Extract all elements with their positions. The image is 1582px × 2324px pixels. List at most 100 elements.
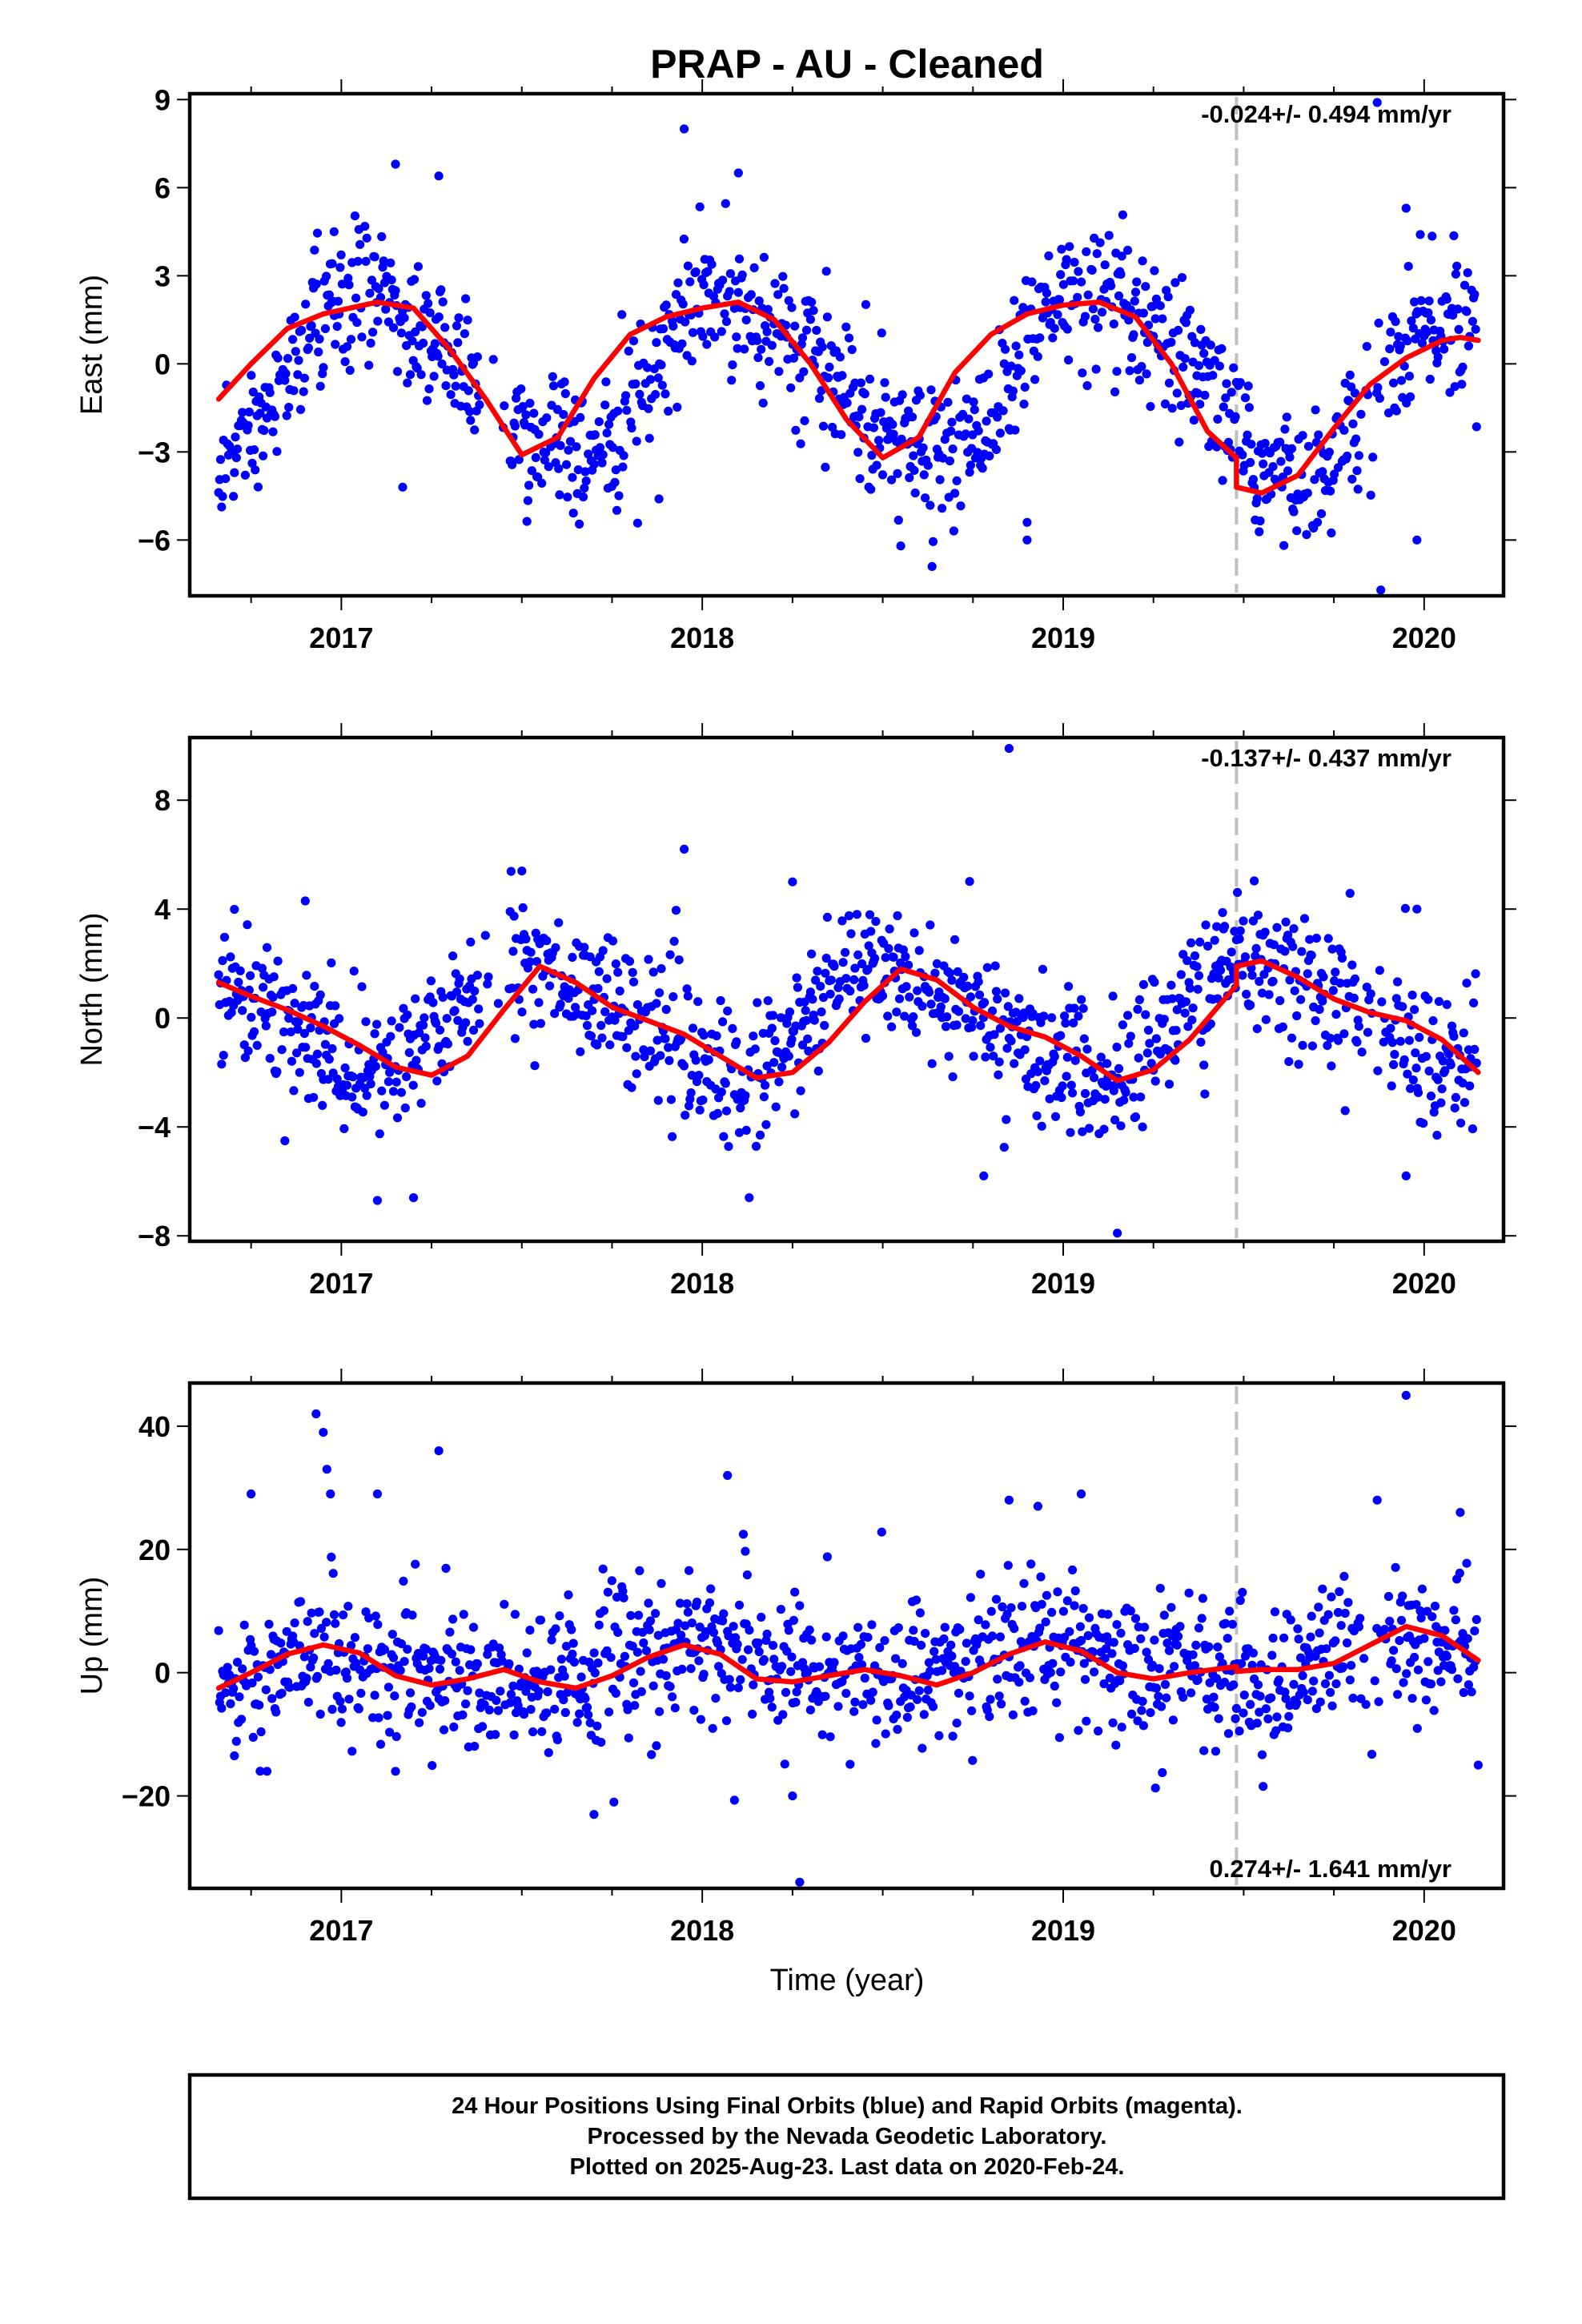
data-point	[528, 1727, 538, 1737]
data-point	[945, 968, 954, 978]
data-point	[1303, 969, 1312, 979]
data-point	[668, 1692, 677, 1702]
data-point	[1440, 1066, 1450, 1076]
data-point	[841, 947, 850, 957]
data-point	[585, 952, 595, 962]
data-point	[556, 1655, 567, 1664]
data-point	[935, 475, 945, 485]
data-point	[531, 452, 540, 463]
data-point	[1305, 935, 1315, 944]
data-point	[1062, 1052, 1072, 1062]
data-point	[434, 312, 444, 322]
data-point	[1359, 1654, 1369, 1663]
y-tick-label: 20	[139, 1534, 171, 1566]
data-point	[438, 297, 448, 307]
data-point	[681, 1621, 690, 1630]
data-point	[607, 1576, 616, 1586]
data-point	[727, 376, 737, 385]
data-point	[284, 403, 294, 412]
data-point	[627, 1083, 636, 1092]
data-point	[1269, 940, 1279, 950]
data-point	[784, 1626, 793, 1635]
data-point	[853, 1622, 863, 1632]
data-point	[1379, 1037, 1388, 1047]
x-tick-label: 2020	[1392, 1267, 1456, 1300]
data-point	[1116, 270, 1126, 279]
data-point	[1267, 1651, 1277, 1660]
y-tick-label: 40	[139, 1410, 171, 1443]
data-point	[774, 367, 784, 376]
data-point	[706, 1584, 716, 1594]
data-point	[1242, 989, 1251, 999]
data-point	[857, 959, 867, 969]
data-point	[1160, 399, 1170, 408]
data-point	[303, 1698, 313, 1707]
data-point	[980, 998, 990, 1007]
data-point	[888, 420, 897, 429]
data-point	[708, 1723, 717, 1733]
data-point	[928, 537, 938, 546]
data-point	[677, 339, 687, 348]
data-point	[896, 958, 905, 968]
data-point	[1410, 1652, 1419, 1663]
y-tick-label: −6	[138, 524, 171, 557]
data-point	[1374, 318, 1383, 328]
data-point	[1180, 1008, 1190, 1018]
data-point	[818, 421, 829, 431]
data-point	[770, 1035, 780, 1046]
data-point	[521, 410, 531, 420]
data-point	[1087, 265, 1097, 275]
data-point	[844, 333, 854, 343]
data-point	[981, 1052, 990, 1062]
data-point	[517, 866, 527, 876]
data-point	[1064, 355, 1074, 365]
data-point	[1096, 1052, 1106, 1062]
data-point	[1182, 955, 1192, 966]
data-point	[930, 1647, 939, 1656]
data-point	[412, 1055, 421, 1065]
data-point	[299, 373, 309, 383]
data-point	[474, 1004, 484, 1014]
data-point	[1403, 262, 1413, 271]
data-point	[1015, 1661, 1025, 1671]
data-point	[1470, 1626, 1480, 1636]
data-point	[860, 1673, 869, 1683]
data-point	[949, 526, 958, 536]
footer-line-1: 24 Hour Positions Using Final Orbits (bl…	[452, 2093, 1243, 2119]
data-point	[990, 961, 1000, 971]
data-point	[1041, 297, 1050, 307]
data-point	[631, 1051, 640, 1061]
data-point	[604, 1707, 614, 1717]
data-point	[705, 1598, 715, 1608]
data-point	[967, 1023, 977, 1032]
data-point	[322, 1618, 331, 1627]
data-point	[608, 936, 618, 946]
data-point	[685, 1566, 694, 1575]
data-point	[372, 1196, 382, 1205]
data-point	[986, 1606, 996, 1616]
data-point	[1048, 333, 1058, 343]
data-point	[544, 1748, 553, 1758]
data-point	[963, 981, 973, 991]
data-point	[734, 1600, 745, 1610]
data-point	[1255, 1691, 1265, 1701]
data-point	[1281, 1694, 1291, 1703]
data-point	[1391, 1664, 1401, 1674]
data-point	[1395, 1036, 1405, 1046]
data-point	[364, 1613, 374, 1622]
data-point	[1047, 1607, 1057, 1617]
data-point	[505, 1698, 515, 1707]
data-point	[550, 1009, 560, 1019]
data-point	[970, 405, 979, 415]
data-point	[1385, 1616, 1395, 1626]
data-point	[1155, 301, 1165, 311]
data-point	[707, 259, 717, 269]
data-point	[1283, 1723, 1293, 1733]
data-point	[445, 1627, 455, 1637]
data-point	[364, 360, 374, 370]
data-point	[717, 1088, 726, 1097]
data-point	[1065, 1626, 1074, 1636]
data-point	[249, 445, 259, 455]
data-point	[1002, 1115, 1011, 1124]
data-point	[748, 1709, 757, 1719]
